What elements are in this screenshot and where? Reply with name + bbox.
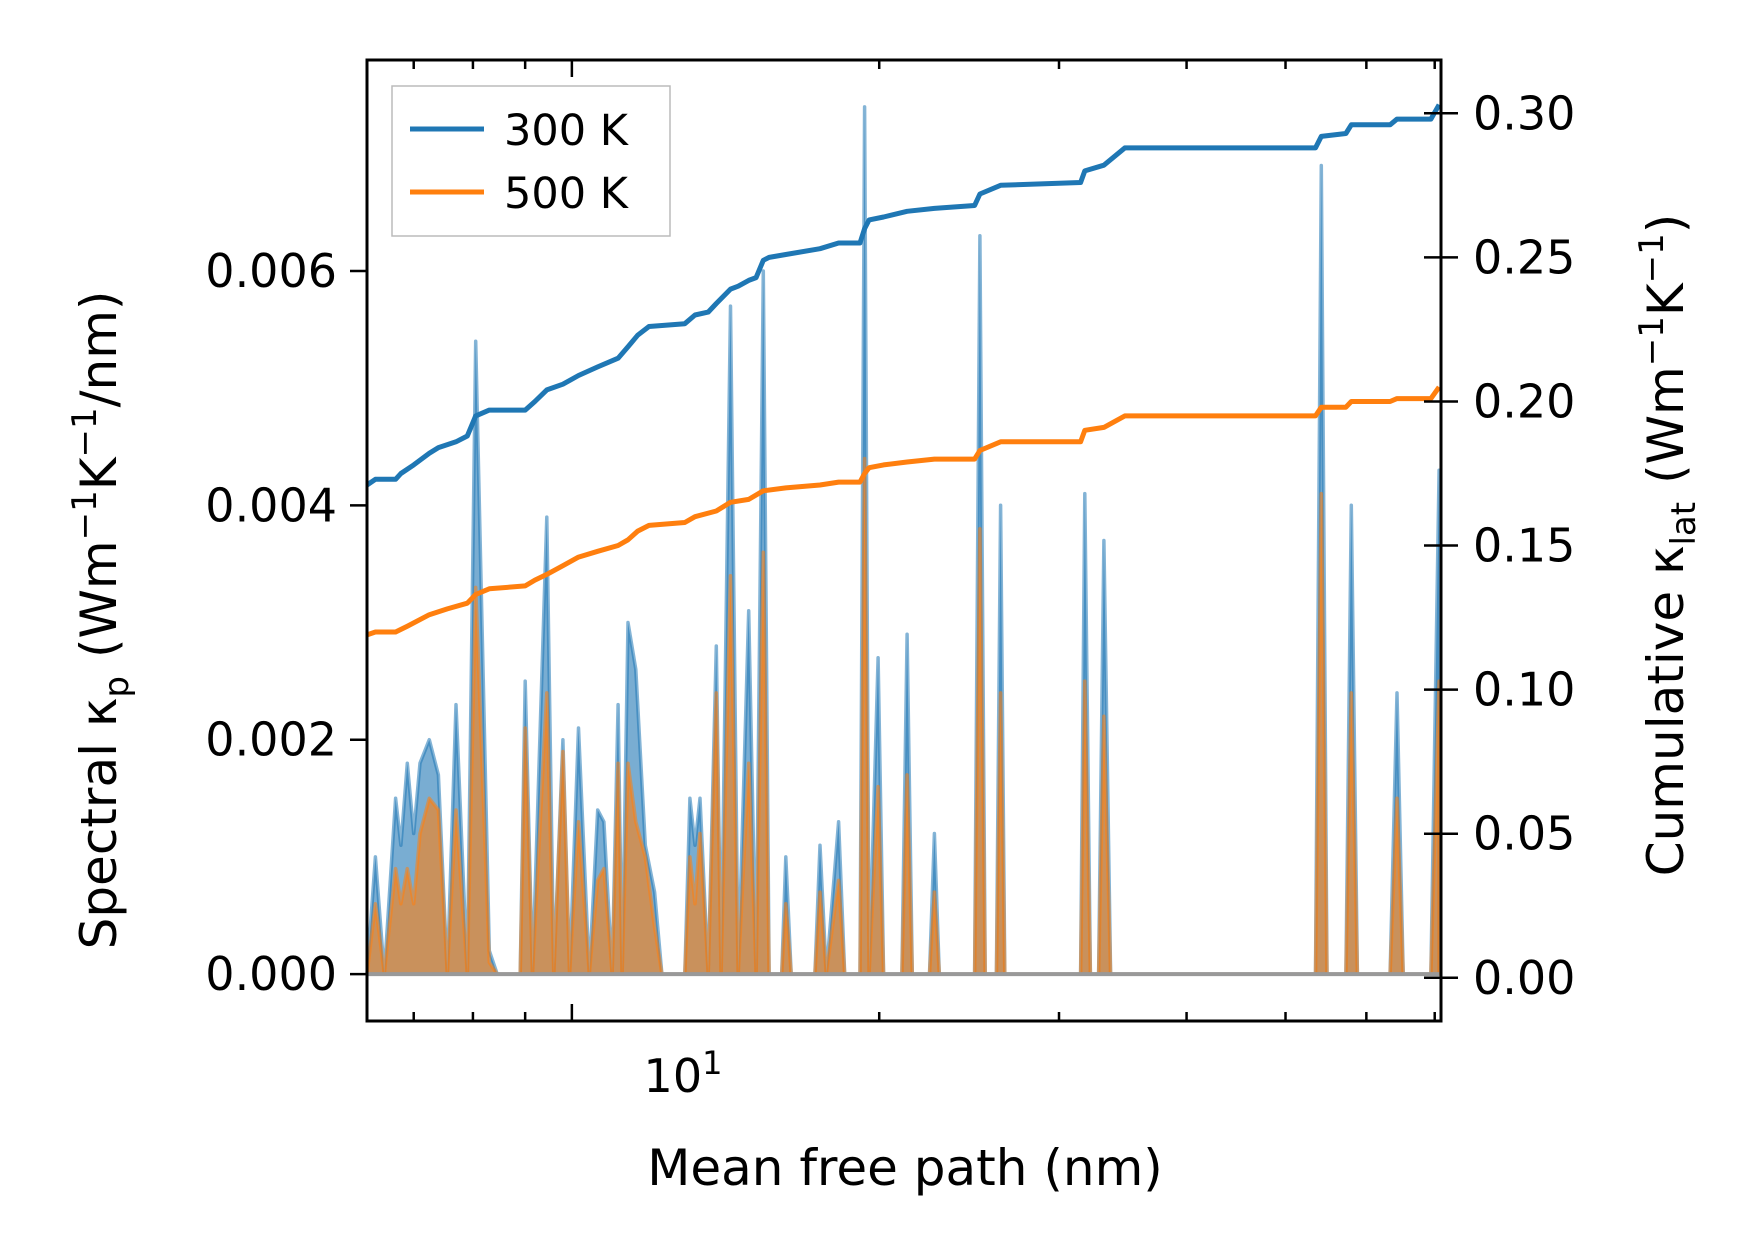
- right-label-mid: K: [1637, 282, 1695, 316]
- right-label-units: (Wm: [1637, 366, 1695, 484]
- spectral-area-layer: [365, 105, 1441, 977]
- right-tick-label: 0.25: [1473, 230, 1575, 284]
- left-tick-label: 0.004: [205, 478, 337, 532]
- right-axis-label: Cumulative κlat(Wm−1K−1): [1632, 214, 1704, 877]
- legend-label-500k: 500 K: [504, 169, 630, 219]
- x-axis-label: Mean free path (nm): [647, 1139, 1163, 1197]
- right-tick-label: 0.10: [1473, 663, 1575, 717]
- legend: 300 K 500 K: [391, 85, 671, 237]
- legend-frame: [391, 85, 671, 237]
- left-tick-label: 0.006: [205, 244, 337, 298]
- left-label-exp1: −1: [65, 490, 105, 540]
- right-label-exp2: −1: [1632, 233, 1672, 283]
- right-tick-label: 0.30: [1473, 86, 1575, 140]
- right-tick-label: 0.15: [1473, 519, 1575, 573]
- x-tick-exp: 1: [702, 1044, 722, 1082]
- left-label-prefix: Spectral κ: [70, 698, 128, 950]
- left-label-units: (Wm: [70, 540, 128, 658]
- right-label-prefix: Cumulative κ: [1637, 546, 1695, 877]
- cumulative-line-layer: [365, 103, 1442, 638]
- left-label-tail: /nm): [70, 291, 128, 408]
- right-label-exp1: −1: [1632, 316, 1672, 366]
- legend-label-300k: 300 K: [504, 106, 630, 156]
- left-tick-label: 0.002: [205, 713, 337, 767]
- plot-frame: [365, 58, 1443, 1023]
- left-label-exp2: −1: [65, 407, 105, 457]
- left-label-sub: p: [97, 676, 137, 698]
- right-label-tail: ): [1637, 214, 1695, 234]
- left-label-mid: K: [70, 456, 128, 490]
- axes-layer: 0.000 0.002 0.004 0.006 0.00 0.05 0.10 0.15 0.20…: [205, 58, 1575, 1023]
- left-axis-label: Spectral κp(Wm−1K−1/nm): [65, 291, 137, 950]
- cumulative-line-300k: [365, 103, 1442, 488]
- left-tick-label: 0.000: [205, 947, 337, 1001]
- cumulative-line-500k: [366, 385, 1442, 638]
- right-tick-label: 0.20: [1473, 374, 1575, 428]
- x-tick-label-10: 101: [644, 1044, 723, 1103]
- right-tick-label: 0.05: [1473, 807, 1575, 861]
- x-tick-base: 10: [644, 1049, 703, 1103]
- right-label-sub: lat: [1664, 502, 1704, 546]
- right-tick-label: 0.00: [1473, 951, 1575, 1005]
